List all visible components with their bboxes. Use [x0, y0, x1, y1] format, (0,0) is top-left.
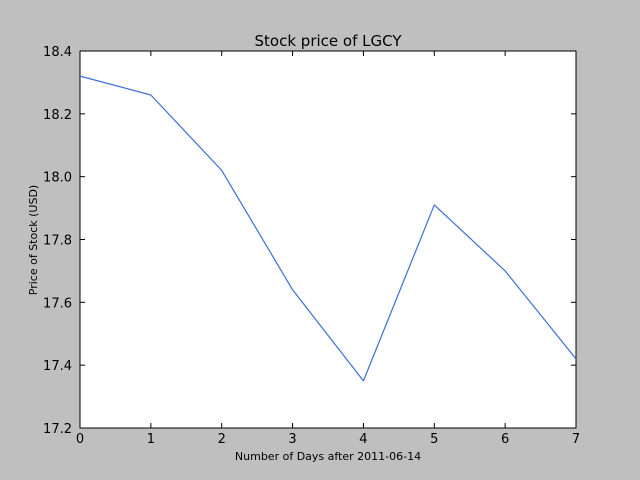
x-tick-label: 7: [572, 432, 580, 447]
plot-area: [79, 50, 577, 429]
x-tick-label: 2: [218, 432, 226, 447]
chart-title: Stock price of LGCY: [255, 32, 403, 50]
y-tick-label: 18.0: [43, 171, 72, 186]
x-axis-label: Number of Days after 2011-06-14: [235, 450, 421, 463]
ticks-layer: 0 1 2 3 4 5 6 7 17.2 17.4 17.6 17.8 18.0 18.2 18.4: [43, 45, 580, 447]
y-tick-label: 18.4: [43, 45, 72, 60]
y-tick-label: 17.8: [43, 234, 72, 249]
x-tick-label: 5: [430, 432, 438, 447]
x-tick-label: 3: [288, 432, 296, 447]
x-tick-label: 4: [359, 432, 367, 447]
y-tick-label: 18.2: [43, 108, 72, 123]
x-tick-label: 0: [76, 432, 84, 447]
series-layer: [79, 75, 577, 382]
series-line: [79, 75, 577, 382]
y-tick-label: 17.6: [43, 296, 72, 311]
x-tick-label: 1: [147, 432, 155, 447]
y-tick-label: 17.2: [43, 422, 72, 437]
y-tick-label: 17.4: [43, 359, 72, 374]
y-axis-label: Price of Stock (USD): [27, 185, 40, 295]
x-tick-label: 6: [501, 432, 509, 447]
